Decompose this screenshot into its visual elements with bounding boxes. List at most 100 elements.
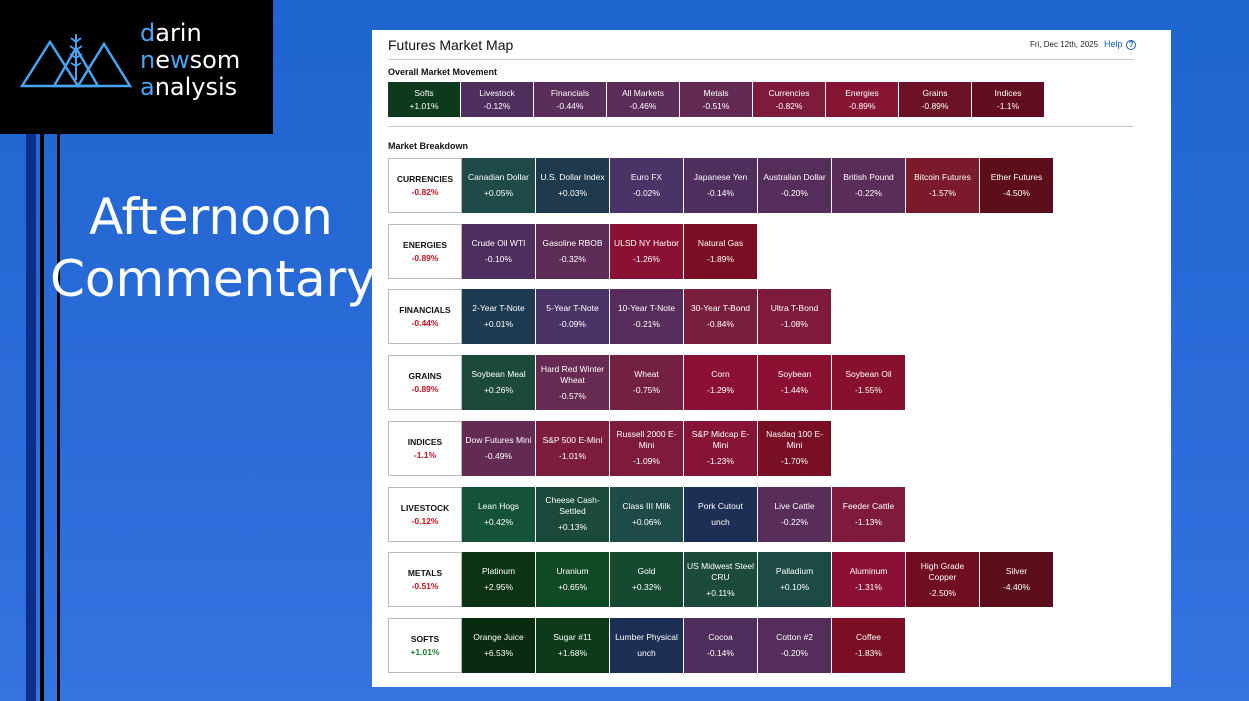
tile-name: British Pound	[843, 172, 894, 182]
tile-10-year-t-note[interactable]: 10-Year T-Note -0.21%	[610, 289, 683, 345]
tile-class-iii-milk[interactable]: Class III Milk +0.06%	[610, 486, 683, 542]
tile-5-year-t-note[interactable]: 5-Year T-Note -0.09%	[536, 289, 609, 345]
tile-palladium[interactable]: Palladium +0.10%	[758, 552, 831, 608]
page-title: Afternoon Commentary	[50, 188, 376, 308]
tile-soybean[interactable]: Soybean -1.44%	[758, 355, 831, 411]
row-label-energies[interactable]: ENERGIES -0.89%	[388, 223, 462, 279]
tile-gasoline-rbob[interactable]: Gasoline RBOB -0.32%	[536, 223, 609, 279]
tile-name: 2-Year T-Note	[472, 303, 525, 314]
tile-name: Live Cattle	[774, 500, 815, 511]
tile-gold[interactable]: Gold +0.32%	[610, 552, 683, 608]
tile-bitcoin-futures[interactable]: Bitcoin Futures -1.57%	[906, 158, 979, 213]
tile-us-midwest-steel-cru[interactable]: US Midwest Steel CRU +0.11%	[684, 552, 757, 608]
row-pct: -0.51%	[411, 581, 439, 592]
tile-pct: -1.70%	[781, 456, 808, 467]
tile-s-p-midcap-e-mini[interactable]: S&P Midcap E-Mini -1.23%	[684, 420, 757, 476]
tile-feeder-cattle[interactable]: Feeder Cattle -1.13%	[832, 486, 905, 542]
overall-tile-livestock[interactable]: Livestock -0.12%	[461, 82, 533, 117]
tile-pct: -0.89%	[848, 100, 876, 111]
tile-soybean-oil[interactable]: Soybean Oil -1.55%	[832, 355, 905, 411]
tile-pct: -1.83%	[855, 647, 882, 658]
tile-soybean-meal[interactable]: Soybean Meal +0.26%	[462, 355, 535, 411]
row-name: METALS	[407, 568, 443, 579]
tile-pct: -0.75%	[633, 385, 660, 396]
overall-tile-softs[interactable]: Softs +1.01%	[388, 82, 460, 117]
help-icon[interactable]: ?	[1126, 40, 1137, 50]
tile-cocoa[interactable]: Cocoa -0.14%	[684, 617, 757, 673]
overall-tile-indices[interactable]: Indices -1.1%	[972, 82, 1044, 117]
tile-name: Platinum	[481, 566, 516, 577]
tile-cheese-cash-settled[interactable]: Cheese Cash-Settled +0.13%	[536, 486, 609, 542]
tile-silver[interactable]: Silver -4.40%	[980, 552, 1053, 608]
tile-pct: -4.40%	[1003, 582, 1030, 593]
tile-pct: +1.01%	[409, 100, 439, 111]
overall-tile-all-markets[interactable]: All Markets -0.46%	[607, 82, 679, 117]
tile-high-grade-copper[interactable]: High Grade Copper -2.50%	[906, 552, 979, 608]
tile-japanese-yen[interactable]: Japanese Yen -0.14%	[684, 158, 757, 213]
tile-live-cattle[interactable]: Live Cattle -0.22%	[758, 486, 831, 542]
tile-dow-futures-mini[interactable]: Dow Futures Mini -0.49%	[462, 420, 535, 476]
row-label-softs[interactable]: SOFTS +1.01%	[388, 617, 462, 673]
tile-lean-hogs[interactable]: Lean Hogs +0.42%	[462, 486, 535, 542]
tile-euro-fx[interactable]: Euro FX -0.02%	[610, 158, 683, 213]
tile-cotton-2[interactable]: Cotton #2 -0.20%	[758, 617, 831, 673]
tile-british-pound[interactable]: British Pound -0.22%	[832, 158, 905, 213]
tile-australian-dollar[interactable]: Australian Dollar -0.20%	[758, 158, 831, 213]
tile-uranium[interactable]: Uranium +0.65%	[536, 552, 609, 608]
tile-2-year-t-note[interactable]: 2-Year T-Note +0.01%	[462, 289, 535, 345]
row-label-metals[interactable]: METALS -0.51%	[388, 552, 462, 608]
tile-coffee[interactable]: Coffee -1.83%	[832, 617, 905, 673]
tile-wheat[interactable]: Wheat -0.75%	[610, 355, 683, 411]
tile-corn[interactable]: Corn -1.29%	[684, 355, 757, 411]
tile-sugar-11[interactable]: Sugar #11 +1.68%	[536, 617, 609, 673]
tile-crude-oil-wti[interactable]: Crude Oil WTI -0.10%	[462, 223, 535, 279]
overall-tile-financials[interactable]: Financials -0.44%	[534, 82, 606, 117]
tile-s-p-500-e-mini[interactable]: S&P 500 E-Mini -1.01%	[536, 420, 609, 476]
row-label-livestock[interactable]: LIVESTOCK -0.12%	[388, 486, 462, 542]
row-label-currencies[interactable]: CURRENCIES -0.82%	[388, 158, 462, 213]
tile-name: Ether Futures	[990, 172, 1043, 182]
tile-pct: -0.46%	[629, 100, 657, 111]
overall-tile-currencies[interactable]: Currencies -0.82%	[753, 82, 825, 117]
tile-pct: -1.26%	[633, 253, 660, 264]
overall-tile-energies[interactable]: Energies -0.89%	[826, 82, 898, 117]
overall-tile-grains[interactable]: Grains -0.89%	[899, 82, 971, 117]
tile-pork-cutout[interactable]: Pork Cutout unch	[684, 486, 757, 542]
tile-pct: -1.89%	[707, 253, 734, 264]
overall-tile-metals[interactable]: Metals -0.51%	[680, 82, 752, 117]
tile-aluminum[interactable]: Aluminum -1.31%	[832, 552, 905, 608]
tile-pct: -1.31%	[855, 582, 882, 593]
tile-platinum[interactable]: Platinum +2.95%	[462, 552, 535, 608]
tile-lumber-physical[interactable]: Lumber Physical unch	[610, 617, 683, 673]
tile-pct: -1.1%	[996, 100, 1020, 111]
tile-30-year-t-bond[interactable]: 30-Year T-Bond -0.84%	[684, 289, 757, 345]
tile-pct: +1.68%	[557, 647, 588, 658]
tile-name: Indices	[994, 87, 1022, 98]
decor-bar-2	[40, 0, 44, 701]
row-name: LIVESTOCK	[400, 502, 450, 513]
tile-name: 5-Year T-Note	[546, 303, 599, 314]
tile-ether-futures[interactable]: Ether Futures -4.50%	[980, 158, 1053, 213]
tile-pct: -0.44%	[556, 100, 584, 111]
row-label-grains[interactable]: GRAINS -0.89%	[388, 355, 462, 411]
help-link[interactable]: Help ?	[1104, 39, 1137, 50]
tile-canadian-dollar[interactable]: Canadian Dollar +0.05%	[462, 158, 535, 213]
tile-name: Metals	[703, 87, 729, 98]
tile-ultra-t-bond[interactable]: Ultra T-Bond -1.08%	[758, 289, 831, 345]
tile-pct: -0.21%	[633, 319, 660, 330]
tile-u-s-dollar-index[interactable]: U.S. Dollar Index +0.03%	[536, 158, 609, 213]
tile-nasdaq-100-e-mini[interactable]: Nasdaq 100 E-Mini -1.70%	[758, 420, 831, 476]
row-label-financials[interactable]: FINANCIALS -0.44%	[388, 289, 462, 345]
row-name: GRAINS	[408, 371, 442, 382]
row-pct: +1.01%	[410, 646, 440, 657]
tile-hard-red-winter-wheat[interactable]: Hard Red Winter Wheat -0.57%	[536, 355, 609, 411]
row-label-indices[interactable]: INDICES -1.1%	[388, 420, 462, 476]
tile-pct: -0.57%	[559, 390, 586, 401]
tile-name: Cheese Cash-Settled	[545, 495, 600, 516]
tile-pct: -0.14%	[707, 647, 734, 658]
tile-ulsd-ny-harbor[interactable]: ULSD NY Harbor -1.26%	[610, 223, 683, 279]
tile-russell-2000-e-mini[interactable]: Russell 2000 E-Mini -1.09%	[610, 420, 683, 476]
tile-natural-gas[interactable]: Natural Gas -1.89%	[684, 223, 757, 279]
tile-name: Wheat	[634, 369, 659, 380]
tile-orange-juice[interactable]: Orange Juice +6.53%	[462, 617, 535, 673]
